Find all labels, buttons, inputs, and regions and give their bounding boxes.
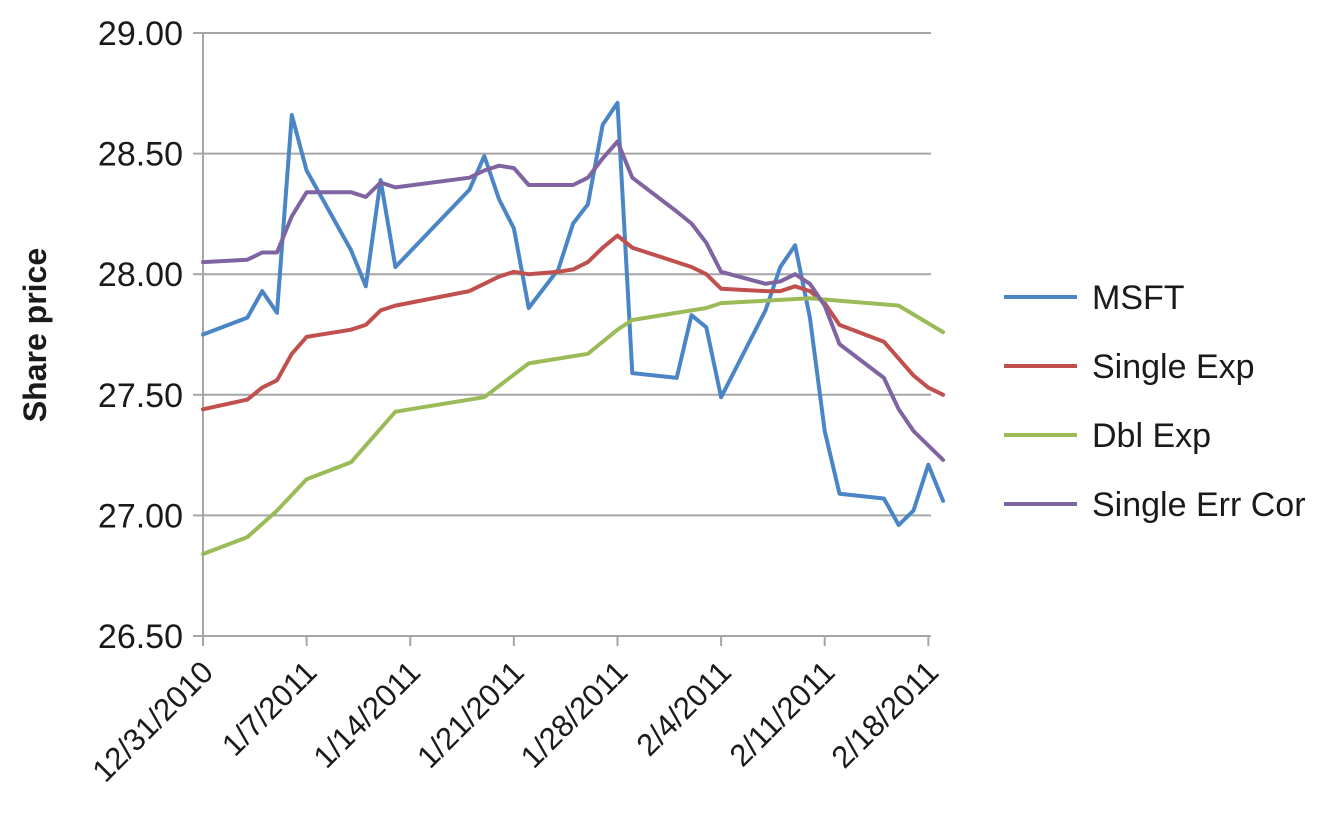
legend-label-single-exp: Single Exp: [1092, 348, 1255, 386]
y-axis-ticks: 26.50 27.00 27.50 28.00 28.50 29.00: [98, 15, 203, 656]
series-lines: [201, 100, 946, 556]
y-axis-label: Share price: [17, 248, 53, 422]
gridlines: [203, 32, 931, 517]
x-tick-label: 2/4/2011: [630, 654, 738, 762]
x-tick-label: 2/11/2011: [723, 654, 842, 773]
legend: MSFT Single Exp Dbl Exp Single Err Cor: [1004, 279, 1306, 524]
y-tick-label: 28.00: [98, 256, 183, 294]
y-tick-label: 28.50: [98, 136, 183, 174]
x-tick-label: 12/31/2010: [85, 654, 219, 788]
y-tick-label: 27.00: [98, 497, 183, 535]
x-tick-label: 2/18/2011: [825, 654, 946, 775]
legend-label-dbl-exp: Dbl Exp: [1092, 417, 1211, 455]
y-tick-label: 26.50: [98, 618, 183, 656]
x-tick-label: 1/7/2011: [215, 654, 323, 762]
x-tick-label: 1/21/2011: [410, 654, 531, 775]
legend-label-single-err-cor: Single Err Cor: [1092, 486, 1306, 524]
x-axis-ticks: 12/31/20101/7/20111/14/20111/21/20111/28…: [85, 636, 945, 789]
y-tick-label: 27.50: [98, 377, 183, 415]
series-line-msft: [201, 100, 946, 527]
x-tick-label: 1/14/2011: [307, 654, 428, 775]
legend-label-msft: MSFT: [1092, 279, 1185, 317]
y-tick-label: 29.00: [98, 15, 183, 53]
x-tick-label: 1/28/2011: [514, 654, 635, 775]
series-line-single-err-cor: [201, 139, 946, 462]
